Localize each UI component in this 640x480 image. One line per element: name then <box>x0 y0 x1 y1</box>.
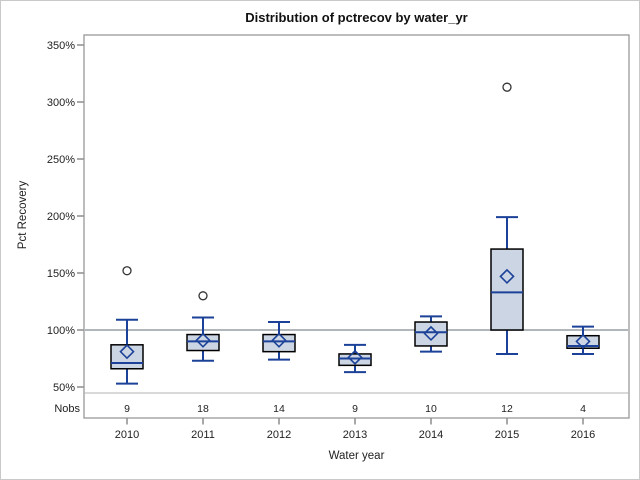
nobs-value: 4 <box>580 403 586 415</box>
x-tick-label: 2011 <box>191 429 215 441</box>
mean-diamond-marker <box>195 332 211 348</box>
mean-diamond-marker <box>119 344 135 360</box>
y-tick-label: 150% <box>47 268 75 280</box>
x-tick-label: 2010 <box>115 429 139 441</box>
y-tick-label: 250% <box>47 154 75 166</box>
nobs-value: 10 <box>425 403 437 415</box>
y-tick-label: 50% <box>53 382 75 394</box>
y-tick-label: 350% <box>47 40 75 52</box>
iqr-box <box>490 248 524 331</box>
mean-diamond-marker <box>499 268 515 285</box>
outlier-point <box>122 266 132 276</box>
x-tick-label: 2015 <box>495 429 519 441</box>
y-tick-label: 200% <box>47 211 75 223</box>
nobs-row-label: Nobs <box>54 403 80 415</box>
chart-title: Distribution of pctrecov by water_yr <box>245 10 468 25</box>
x-tick-label: 2013 <box>343 429 367 441</box>
outlier-point <box>502 82 512 92</box>
x-tick-label: 2014 <box>419 429 443 441</box>
iqr-box <box>262 333 296 353</box>
iqr-box <box>414 321 448 347</box>
y-axis-label: Pct Recovery <box>17 181 29 250</box>
nobs-value: 14 <box>273 403 285 415</box>
iqr-box <box>186 333 220 352</box>
x-tick-label: 2016 <box>571 429 595 441</box>
iqr-box <box>110 344 144 370</box>
x-tick-label: 2012 <box>267 429 291 441</box>
iqr-box <box>338 353 372 367</box>
mean-diamond-marker <box>423 325 439 342</box>
nobs-value: 18 <box>197 403 209 415</box>
mean-diamond-marker <box>575 333 591 350</box>
nobs-value: 12 <box>501 403 513 415</box>
mean-diamond-marker <box>271 332 287 348</box>
nobs-value: 9 <box>352 403 358 415</box>
mean-diamond-marker <box>347 349 363 365</box>
y-tick-label: 300% <box>47 97 75 109</box>
x-axis-label: Water year <box>329 450 385 462</box>
plot-layer: 350% 300% 250% 200% 150% 100% 50% 9 2010 18 2011 14… <box>47 34 630 441</box>
plot-frame <box>83 34 630 419</box>
y-tick-label: 100% <box>47 325 75 337</box>
nobs-value: 9 <box>124 403 130 415</box>
outlier-point <box>198 291 208 301</box>
